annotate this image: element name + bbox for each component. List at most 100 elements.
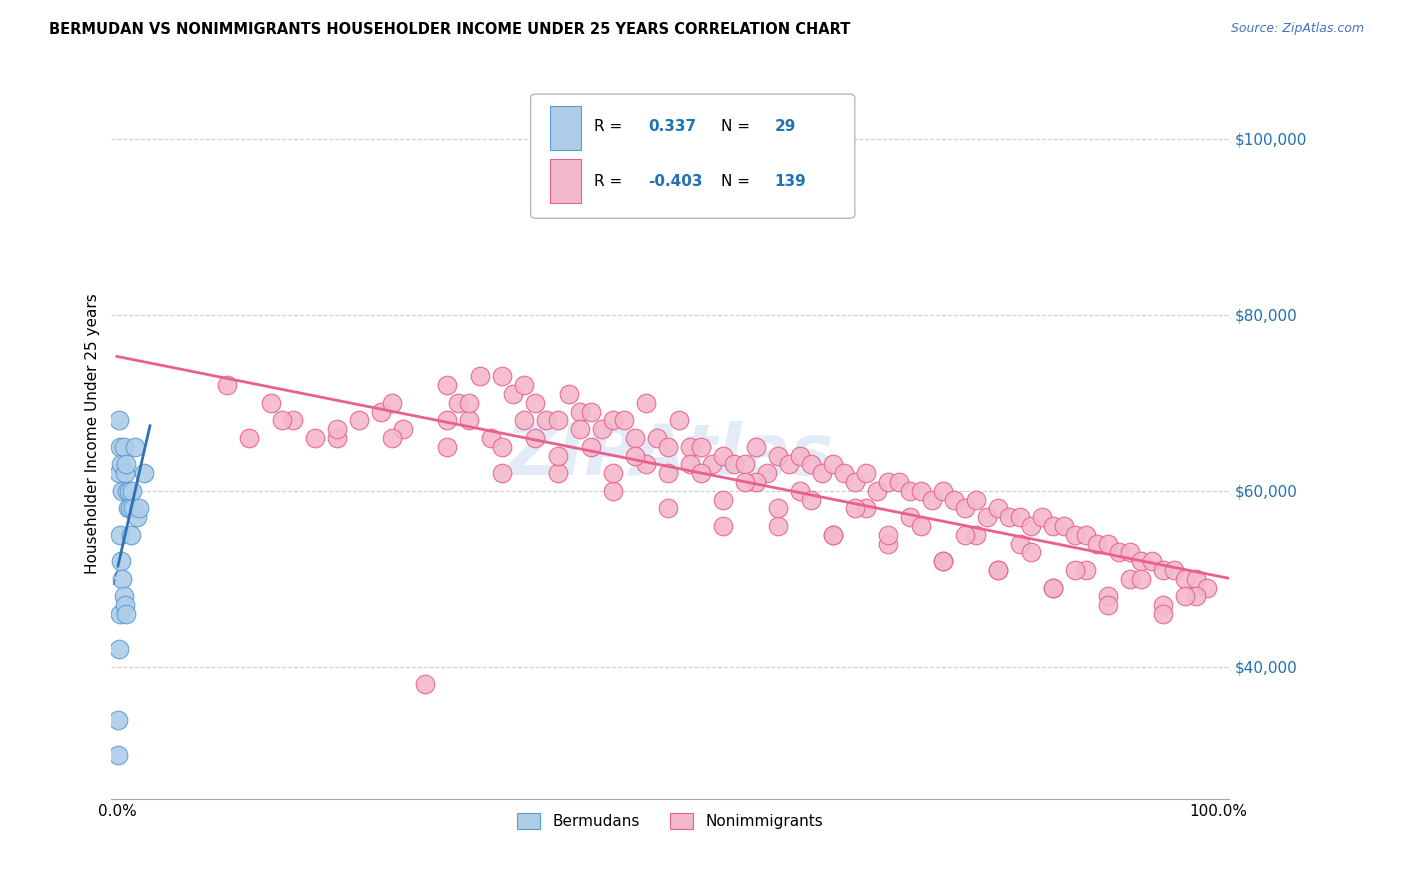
Point bbox=[1185, 590, 1208, 604]
Point bbox=[877, 475, 900, 489]
Point bbox=[215, 378, 238, 392]
Point bbox=[117, 501, 139, 516]
Point bbox=[125, 510, 148, 524]
Point bbox=[1130, 554, 1153, 568]
Point bbox=[866, 483, 889, 498]
Point bbox=[547, 467, 569, 481]
Point bbox=[118, 483, 141, 498]
Point bbox=[108, 467, 131, 481]
Point bbox=[932, 554, 955, 568]
Point bbox=[1097, 599, 1119, 613]
Point bbox=[723, 458, 745, 472]
Point bbox=[766, 519, 789, 533]
Point bbox=[112, 440, 135, 454]
Point bbox=[932, 483, 955, 498]
Point bbox=[623, 431, 645, 445]
Point bbox=[965, 492, 987, 507]
Point bbox=[481, 431, 503, 445]
Point bbox=[800, 458, 823, 472]
Point bbox=[634, 396, 657, 410]
Point bbox=[1152, 599, 1174, 613]
Point bbox=[745, 475, 768, 489]
Point bbox=[415, 677, 437, 691]
Point bbox=[987, 501, 1010, 516]
Point bbox=[1085, 536, 1108, 550]
Point bbox=[832, 467, 855, 481]
Point bbox=[700, 458, 723, 472]
Point bbox=[1185, 572, 1208, 586]
Point bbox=[987, 563, 1010, 577]
Point bbox=[491, 440, 513, 454]
Point bbox=[447, 396, 470, 410]
Point bbox=[491, 467, 513, 481]
Point bbox=[1163, 563, 1185, 577]
Point bbox=[766, 449, 789, 463]
Point bbox=[122, 501, 145, 516]
Point bbox=[943, 492, 966, 507]
Text: 0.337: 0.337 bbox=[648, 120, 696, 135]
Point bbox=[1019, 519, 1042, 533]
Point bbox=[326, 431, 349, 445]
Text: BERMUDAN VS NONIMMIGRANTS HOUSEHOLDER INCOME UNDER 25 YEARS CORRELATION CHART: BERMUDAN VS NONIMMIGRANTS HOUSEHOLDER IN… bbox=[49, 22, 851, 37]
Point bbox=[579, 405, 602, 419]
Text: R =: R = bbox=[595, 120, 623, 135]
Point bbox=[877, 536, 900, 550]
Point bbox=[536, 413, 558, 427]
Point bbox=[1042, 581, 1064, 595]
Point bbox=[524, 396, 547, 410]
Point bbox=[976, 510, 998, 524]
Point bbox=[110, 440, 132, 454]
Point bbox=[304, 431, 326, 445]
Text: N =: N = bbox=[721, 120, 749, 135]
Point bbox=[668, 413, 690, 427]
Point bbox=[910, 483, 932, 498]
Point bbox=[458, 396, 481, 410]
Point bbox=[602, 483, 624, 498]
Point bbox=[766, 501, 789, 516]
Point bbox=[855, 467, 877, 481]
Point bbox=[898, 510, 921, 524]
Point bbox=[114, 467, 136, 481]
Point bbox=[238, 431, 260, 445]
Point bbox=[855, 501, 877, 516]
Point bbox=[711, 492, 734, 507]
Point bbox=[755, 467, 778, 481]
Point bbox=[513, 378, 536, 392]
Point bbox=[271, 413, 294, 427]
Point bbox=[778, 458, 800, 472]
Point bbox=[734, 458, 756, 472]
Point bbox=[436, 378, 458, 392]
Point bbox=[1076, 528, 1098, 542]
Point bbox=[128, 501, 150, 516]
Point bbox=[381, 431, 404, 445]
Point bbox=[110, 528, 132, 542]
Text: N =: N = bbox=[721, 174, 749, 189]
Point bbox=[458, 413, 481, 427]
Point bbox=[1064, 563, 1087, 577]
Point bbox=[745, 440, 768, 454]
Point bbox=[326, 422, 349, 436]
Point bbox=[1053, 519, 1076, 533]
Point bbox=[844, 475, 866, 489]
Point bbox=[107, 713, 129, 727]
Point bbox=[568, 405, 591, 419]
Point bbox=[657, 467, 679, 481]
Point bbox=[689, 467, 711, 481]
FancyBboxPatch shape bbox=[550, 159, 581, 202]
Point bbox=[260, 396, 283, 410]
Point bbox=[921, 492, 943, 507]
Point bbox=[112, 590, 135, 604]
Point bbox=[1010, 510, 1032, 524]
Point bbox=[789, 449, 811, 463]
Point bbox=[602, 467, 624, 481]
FancyBboxPatch shape bbox=[550, 106, 581, 151]
Point bbox=[877, 528, 900, 542]
Text: R =: R = bbox=[595, 174, 623, 189]
Point bbox=[1042, 519, 1064, 533]
Point bbox=[1142, 554, 1164, 568]
Point bbox=[898, 483, 921, 498]
Point bbox=[1108, 545, 1130, 559]
Point bbox=[124, 440, 146, 454]
Point bbox=[349, 413, 371, 427]
Point bbox=[120, 528, 142, 542]
